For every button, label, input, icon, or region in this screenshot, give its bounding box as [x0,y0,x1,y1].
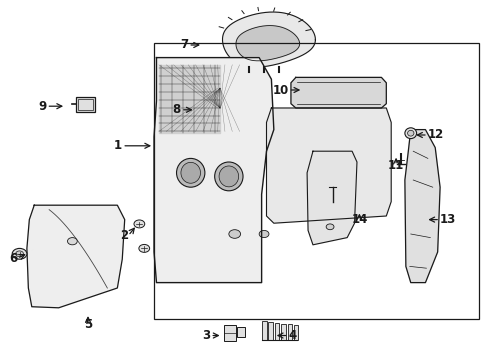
Circle shape [16,251,23,257]
Polygon shape [154,58,273,283]
Text: 10: 10 [272,84,288,96]
Text: 2: 2 [120,229,128,242]
Circle shape [139,244,149,252]
Bar [268,322,272,340]
Polygon shape [404,130,439,283]
Polygon shape [222,12,315,67]
Circle shape [134,220,144,228]
Circle shape [228,230,240,238]
Ellipse shape [214,162,243,191]
Text: 11: 11 [387,159,404,172]
Ellipse shape [219,166,238,187]
Polygon shape [306,151,356,245]
Text: 5: 5 [84,318,92,331]
Ellipse shape [176,158,204,187]
Polygon shape [27,205,124,308]
Circle shape [259,230,268,238]
Bar [78,99,93,110]
Text: 1: 1 [114,139,122,152]
Text: 7: 7 [180,39,188,51]
Polygon shape [290,77,386,108]
Text: 14: 14 [350,213,367,226]
Bar [274,323,279,340]
Circle shape [67,238,77,245]
Text: 3: 3 [202,329,210,342]
Ellipse shape [407,130,413,136]
Text: 4: 4 [288,329,296,342]
Text: 8: 8 [172,103,181,116]
Ellipse shape [404,128,416,139]
Bar [281,324,285,340]
Bar [293,325,298,340]
Circle shape [325,224,333,230]
Bar [76,97,95,112]
Text: 13: 13 [439,213,455,226]
Bar [236,327,245,337]
Circle shape [12,248,27,259]
Text: 9: 9 [38,100,46,113]
Ellipse shape [181,162,200,183]
Polygon shape [236,26,299,61]
Polygon shape [159,65,220,133]
Bar [207,102,217,114]
Bar [224,325,235,341]
Bar [262,321,266,340]
Text: 6: 6 [9,252,17,265]
Polygon shape [266,108,390,223]
Text: 12: 12 [427,129,443,141]
Bar [287,324,291,340]
Bar [154,43,478,319]
